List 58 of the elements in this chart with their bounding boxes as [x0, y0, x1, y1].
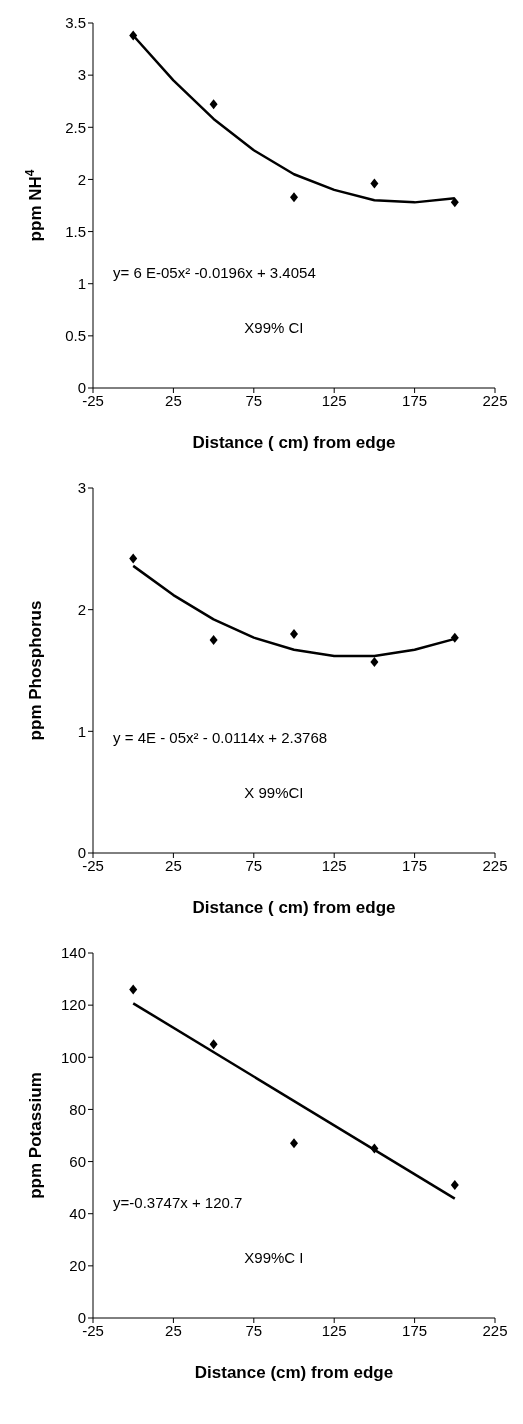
y-tick-label: 2	[77, 170, 86, 188]
y-tick-label: 120	[60, 996, 86, 1014]
y-tick-label: 140	[60, 944, 86, 962]
y-tick-label: 100	[60, 1048, 86, 1066]
x-axis-title: Distance ( cm) from edge	[192, 433, 396, 452]
annotation: y=-0.3747x + 120.7	[113, 1193, 244, 1211]
y-tick-label: 0	[77, 844, 86, 862]
x-tick-label: 75	[245, 856, 263, 874]
y-tick-label: 1	[77, 722, 86, 740]
point	[370, 178, 379, 189]
y-tick-label: 20	[69, 1257, 86, 1275]
x-tick-label: 125	[321, 1321, 347, 1339]
point	[290, 1138, 298, 1149]
x-tick-label: 175	[402, 391, 428, 409]
y-tick-label: 0.5	[65, 327, 86, 345]
x-tick-label: 225	[482, 1321, 508, 1339]
point	[129, 553, 138, 564]
x-tick-label: 75	[245, 391, 263, 409]
x-axis-title: Distance ( cm) from edge	[192, 898, 396, 917]
y-axis-title: ppm Phosphorus	[26, 600, 45, 741]
y-tick-label: 0	[77, 1309, 86, 1327]
y-tick-label: 3.5	[65, 14, 86, 32]
y-tick-label: 3	[77, 479, 86, 497]
y-tick-label: 40	[69, 1205, 86, 1223]
point	[209, 1039, 218, 1050]
y-tick-label: 3	[77, 66, 86, 84]
y-tick-label: 2.5	[65, 118, 86, 136]
x-tick-label: 25	[165, 856, 182, 874]
point	[290, 629, 298, 639]
annotation: y= 6 E-05x² -0.0196x + 3.4054	[113, 263, 317, 281]
x-tick-label: 125	[321, 391, 347, 409]
x-tick-label: 175	[402, 1321, 428, 1339]
x-tick-label: 25	[165, 1321, 182, 1339]
y-tick-label: 60	[69, 1152, 86, 1170]
point	[209, 635, 218, 646]
y-tick-label: 0	[77, 379, 86, 397]
point	[450, 1180, 459, 1191]
x-tick-label: 125	[321, 856, 347, 874]
x-tick-label: 25	[165, 391, 182, 409]
point	[370, 656, 379, 667]
annotation: X99%C I	[243, 1248, 305, 1266]
x-axis-title: Distance (cm) from edge	[194, 1363, 394, 1382]
y-tick-label: 2	[77, 600, 86, 618]
y-tick-label: 1.5	[65, 222, 86, 240]
point	[129, 984, 138, 995]
x-tick-label: 225	[482, 856, 508, 874]
annotation: y = 4E - 05x² - 0.0114x + 2.3768	[113, 728, 329, 746]
y-axis-title: ppm Potassium	[26, 1072, 45, 1199]
x-tick-label: 75	[245, 1321, 263, 1339]
annotation: X 99%CI	[243, 783, 305, 801]
point	[290, 192, 298, 203]
point	[209, 99, 218, 110]
y-tick-label: 1	[77, 275, 86, 293]
y-tick-label: 80	[69, 1100, 86, 1118]
x-tick-label: 175	[402, 856, 428, 874]
x-tick-label: 225	[482, 391, 508, 409]
annotation: X99% CI	[243, 318, 305, 336]
point	[450, 197, 459, 208]
